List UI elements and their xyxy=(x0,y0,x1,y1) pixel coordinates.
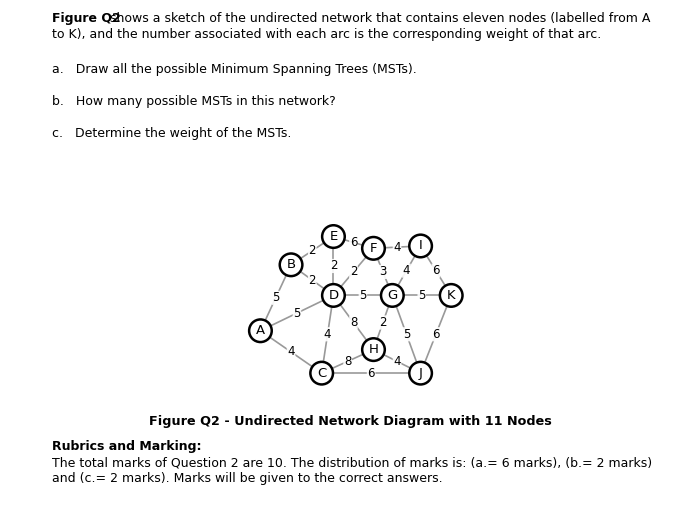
Text: c.   Determine the weight of the MSTs.: c. Determine the weight of the MSTs. xyxy=(52,127,291,140)
Text: D: D xyxy=(328,289,339,302)
Text: 6: 6 xyxy=(432,264,440,277)
Text: 5: 5 xyxy=(272,291,279,304)
Circle shape xyxy=(440,284,463,307)
Circle shape xyxy=(322,225,345,248)
Text: 6: 6 xyxy=(368,367,375,379)
Text: b.   How many possible MSTs in this network?: b. How many possible MSTs in this networ… xyxy=(52,95,336,108)
Text: H: H xyxy=(368,343,379,356)
Text: 8: 8 xyxy=(344,355,351,368)
Circle shape xyxy=(410,362,432,385)
Text: 2: 2 xyxy=(309,244,316,257)
Text: and (c.= 2 marks). Marks will be given to the correct answers.: and (c.= 2 marks). Marks will be given t… xyxy=(52,472,442,485)
Text: 5: 5 xyxy=(359,289,367,302)
Text: F: F xyxy=(370,242,377,255)
Text: 4: 4 xyxy=(324,328,331,341)
Text: 6: 6 xyxy=(432,328,440,341)
Text: 5: 5 xyxy=(402,328,410,341)
Circle shape xyxy=(310,362,333,385)
Circle shape xyxy=(362,338,385,361)
Text: 2: 2 xyxy=(309,273,316,287)
Text: B: B xyxy=(286,259,295,271)
Text: K: K xyxy=(447,289,456,302)
Text: 3: 3 xyxy=(379,265,386,279)
Circle shape xyxy=(249,319,272,342)
Text: E: E xyxy=(329,230,337,243)
Text: 6: 6 xyxy=(350,236,357,249)
Circle shape xyxy=(280,253,302,276)
Text: 5: 5 xyxy=(418,289,426,302)
Text: a.   Draw all the possible Minimum Spanning Trees (MSTs).: a. Draw all the possible Minimum Spannin… xyxy=(52,63,416,76)
Circle shape xyxy=(381,284,404,307)
Text: Rubrics and Marking:: Rubrics and Marking: xyxy=(52,440,202,453)
Text: A: A xyxy=(256,324,265,337)
Text: 4: 4 xyxy=(287,346,295,358)
Circle shape xyxy=(322,284,345,307)
Text: 2: 2 xyxy=(379,316,386,329)
Text: 2: 2 xyxy=(330,260,337,272)
Circle shape xyxy=(362,237,385,260)
Text: C: C xyxy=(317,367,326,379)
Text: shows a sketch of the undirected network that contains eleven nodes (labelled fr: shows a sketch of the undirected network… xyxy=(106,12,650,25)
Text: Figure Q2: Figure Q2 xyxy=(52,12,120,25)
Text: 4: 4 xyxy=(393,355,401,368)
Text: I: I xyxy=(419,240,423,252)
Text: 8: 8 xyxy=(350,316,357,329)
Text: 2: 2 xyxy=(350,265,357,279)
Text: Figure Q2 - Undirected Network Diagram with 11 Nodes: Figure Q2 - Undirected Network Diagram w… xyxy=(148,415,552,428)
Text: 5: 5 xyxy=(293,307,300,319)
Text: 4: 4 xyxy=(393,241,401,253)
Circle shape xyxy=(410,234,432,257)
Text: to K), and the number associated with each arc is the corresponding weight of th: to K), and the number associated with ea… xyxy=(52,28,601,41)
Text: G: G xyxy=(387,289,398,302)
Text: The total marks of Question 2 are 10. The distribution of marks is: (a.= 6 marks: The total marks of Question 2 are 10. Th… xyxy=(52,456,652,469)
Text: 4: 4 xyxy=(402,264,410,277)
Text: J: J xyxy=(419,367,423,379)
